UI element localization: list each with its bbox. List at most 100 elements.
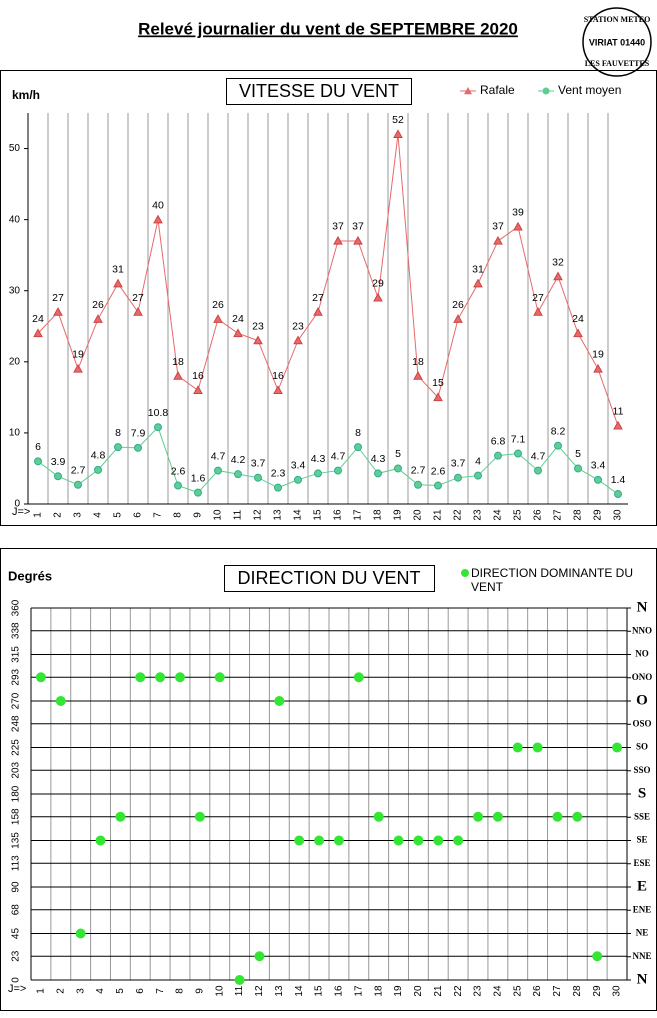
x-tick-label: 26	[533, 509, 544, 521]
x-tick-label: 19	[393, 985, 404, 997]
x-tick-label: 22	[453, 509, 464, 521]
title-box	[226, 78, 412, 105]
data-label: 19	[592, 349, 604, 361]
marker	[473, 278, 483, 288]
marker	[73, 363, 83, 373]
legend-label: Vent moyen	[558, 83, 621, 97]
x-tick-label: 9	[195, 988, 206, 994]
marker	[173, 371, 183, 380]
point	[373, 811, 384, 822]
x-tick-label: 12	[254, 985, 265, 997]
legend-marker	[542, 87, 550, 95]
y2-tick-label: SE	[636, 835, 647, 845]
data-label: 23	[292, 320, 304, 332]
data-label: 3.7	[451, 457, 466, 469]
y2-tick-label: NNE	[632, 951, 651, 961]
data-label: 2.7	[71, 465, 86, 477]
x-tick-label: 21	[433, 509, 444, 521]
data-label: 11	[613, 406, 624, 418]
data-label: 39	[512, 207, 524, 219]
legend-label: DIRECTION DOMINANTE DU VENT	[471, 566, 633, 594]
marker	[493, 235, 503, 245]
x-tick-label: 11	[233, 509, 244, 520]
data-label: 26	[452, 299, 464, 311]
point	[115, 811, 126, 822]
x-axis-label: J=>	[12, 506, 30, 518]
data-label: 6.8	[491, 435, 506, 447]
marker	[434, 481, 442, 490]
data-label: 26	[92, 299, 104, 311]
marker	[374, 469, 382, 478]
point	[612, 742, 623, 753]
point	[175, 672, 185, 683]
marker	[354, 443, 362, 452]
marker	[233, 328, 243, 338]
x-tick-label: 19	[393, 509, 404, 521]
x-tick-label: 8	[175, 988, 186, 994]
data-label: 4.7	[211, 450, 226, 462]
y-tick-label: 158	[11, 808, 22, 825]
y2-tick-label: O	[636, 692, 648, 708]
x-tick-label: 15	[313, 509, 324, 521]
data-label: 24	[232, 313, 244, 325]
marker	[373, 292, 383, 302]
stamp: STATION METEO VIRIAT 01440 LES FAUVETTES	[582, 7, 652, 77]
point	[35, 672, 46, 683]
data-label: 27	[532, 292, 544, 304]
x-tick-label: 24	[493, 509, 504, 521]
x-tick-label: 27	[553, 509, 564, 521]
stamp-text: STATION METEO	[584, 15, 651, 24]
data-label: 6	[35, 441, 41, 453]
y-tick-label: 113	[11, 855, 22, 871]
marker	[573, 328, 583, 338]
x-tick-label: 27	[552, 985, 563, 997]
marker	[193, 385, 203, 394]
data-label: 18	[412, 356, 424, 368]
marker	[94, 465, 102, 474]
marker	[113, 278, 123, 288]
marker	[533, 307, 543, 316]
data-label: 4	[475, 455, 481, 467]
x-tick-label: 1	[33, 512, 44, 518]
marker	[254, 473, 262, 482]
data-label: 5	[575, 448, 581, 460]
y2-tick-label: N	[637, 971, 648, 987]
y2-tick-label: S	[638, 785, 646, 801]
marker	[494, 451, 502, 460]
marker	[474, 471, 482, 480]
data-label: 2.6	[431, 465, 446, 477]
point	[294, 835, 305, 846]
x-tick-label: 20	[413, 509, 424, 521]
point	[194, 811, 205, 822]
data-label: 1.4	[611, 474, 626, 486]
x-tick-label: 1	[36, 988, 47, 994]
data-label: 19	[72, 349, 84, 361]
x-tick-label: 18	[373, 509, 384, 521]
data-label: 27	[312, 292, 324, 304]
marker	[393, 129, 403, 139]
marker	[154, 423, 162, 432]
y2-tick-label: NO	[635, 649, 649, 659]
title-box	[224, 565, 435, 592]
y2-tick-label: E	[637, 878, 647, 894]
data-label: 18	[172, 356, 184, 368]
series-line	[37, 134, 619, 426]
y-tick-label: 50	[9, 143, 21, 154]
x-tick-label: 30	[613, 509, 624, 521]
point	[135, 672, 146, 683]
point	[55, 696, 66, 706]
data-label: 2.3	[271, 467, 286, 479]
marker	[273, 385, 283, 394]
point	[95, 835, 106, 846]
data-label: 24	[32, 313, 44, 325]
x-tick-label: 22	[453, 985, 464, 997]
y-axis-label: km/h	[12, 88, 40, 102]
x-tick-label: 3	[75, 988, 86, 994]
x-tick-label: 7	[153, 512, 164, 518]
marker	[194, 488, 202, 497]
marker	[33, 328, 43, 338]
data-label: 3.4	[591, 460, 606, 472]
x-tick-label: 2	[55, 988, 66, 994]
